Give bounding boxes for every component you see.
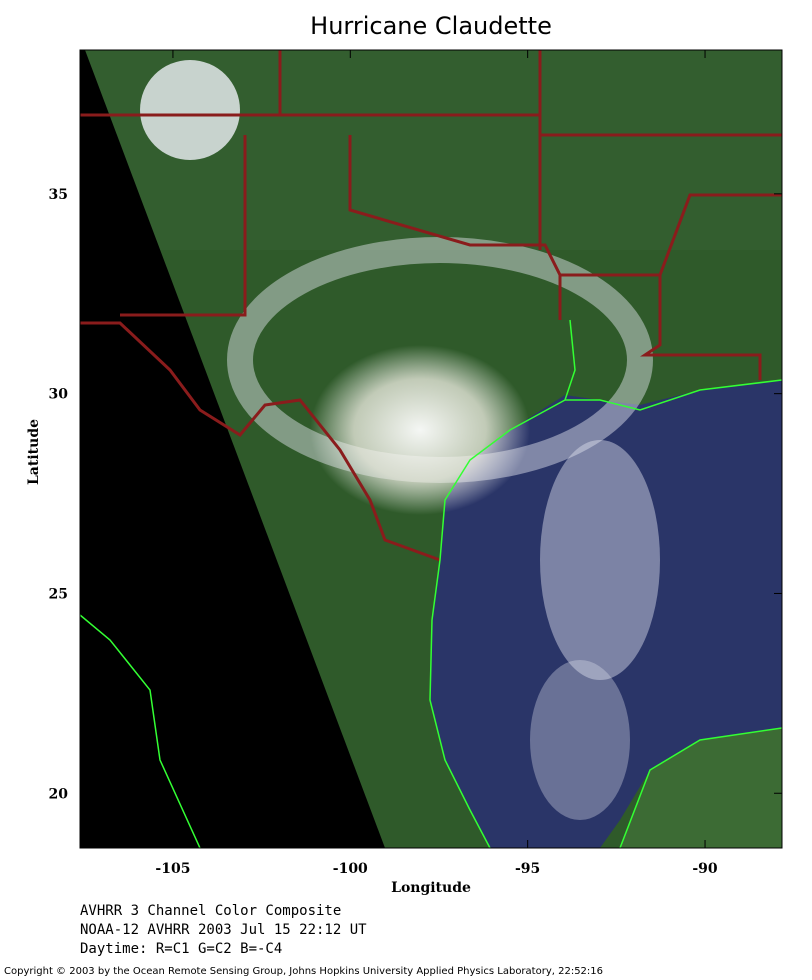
yucatan bbox=[620, 728, 782, 848]
x-tick-label: -95 bbox=[515, 861, 540, 877]
y-tick-label: 20 bbox=[49, 786, 69, 802]
y-tick-label: 25 bbox=[49, 586, 68, 602]
clouds bbox=[530, 660, 630, 820]
clouds bbox=[140, 60, 240, 160]
state-borders bbox=[80, 50, 782, 562]
x-tick-label: -100 bbox=[333, 861, 368, 877]
y-tick-label: 35 bbox=[49, 187, 68, 203]
no-data-swath bbox=[80, 50, 385, 848]
caption: Daytime: R=C1 G=C2 B=-C4 bbox=[80, 941, 282, 957]
caption: AVHRR 3 Channel Color Composite bbox=[80, 903, 341, 919]
copyright: Copyright © 2003 by the Ocean Remote Sen… bbox=[4, 966, 603, 977]
x-axis-label: Longitude bbox=[391, 880, 471, 896]
hurricane-core bbox=[310, 345, 530, 515]
coastline bbox=[80, 319, 782, 848]
caption: NOAA-12 AVHRR 2003 Jul 15 22:12 UT bbox=[80, 922, 367, 938]
y-tick-label: 30 bbox=[49, 387, 69, 403]
y-axis-label: Latitude bbox=[26, 419, 42, 485]
plot-frame bbox=[79, 49, 783, 849]
x-tick-label: -105 bbox=[155, 861, 190, 877]
x-tick-label: -90 bbox=[692, 861, 718, 877]
satellite-image bbox=[80, 50, 782, 848]
gulf-of-mexico bbox=[430, 380, 782, 848]
clouds bbox=[540, 440, 660, 680]
title: Hurricane Claudette bbox=[310, 12, 552, 40]
